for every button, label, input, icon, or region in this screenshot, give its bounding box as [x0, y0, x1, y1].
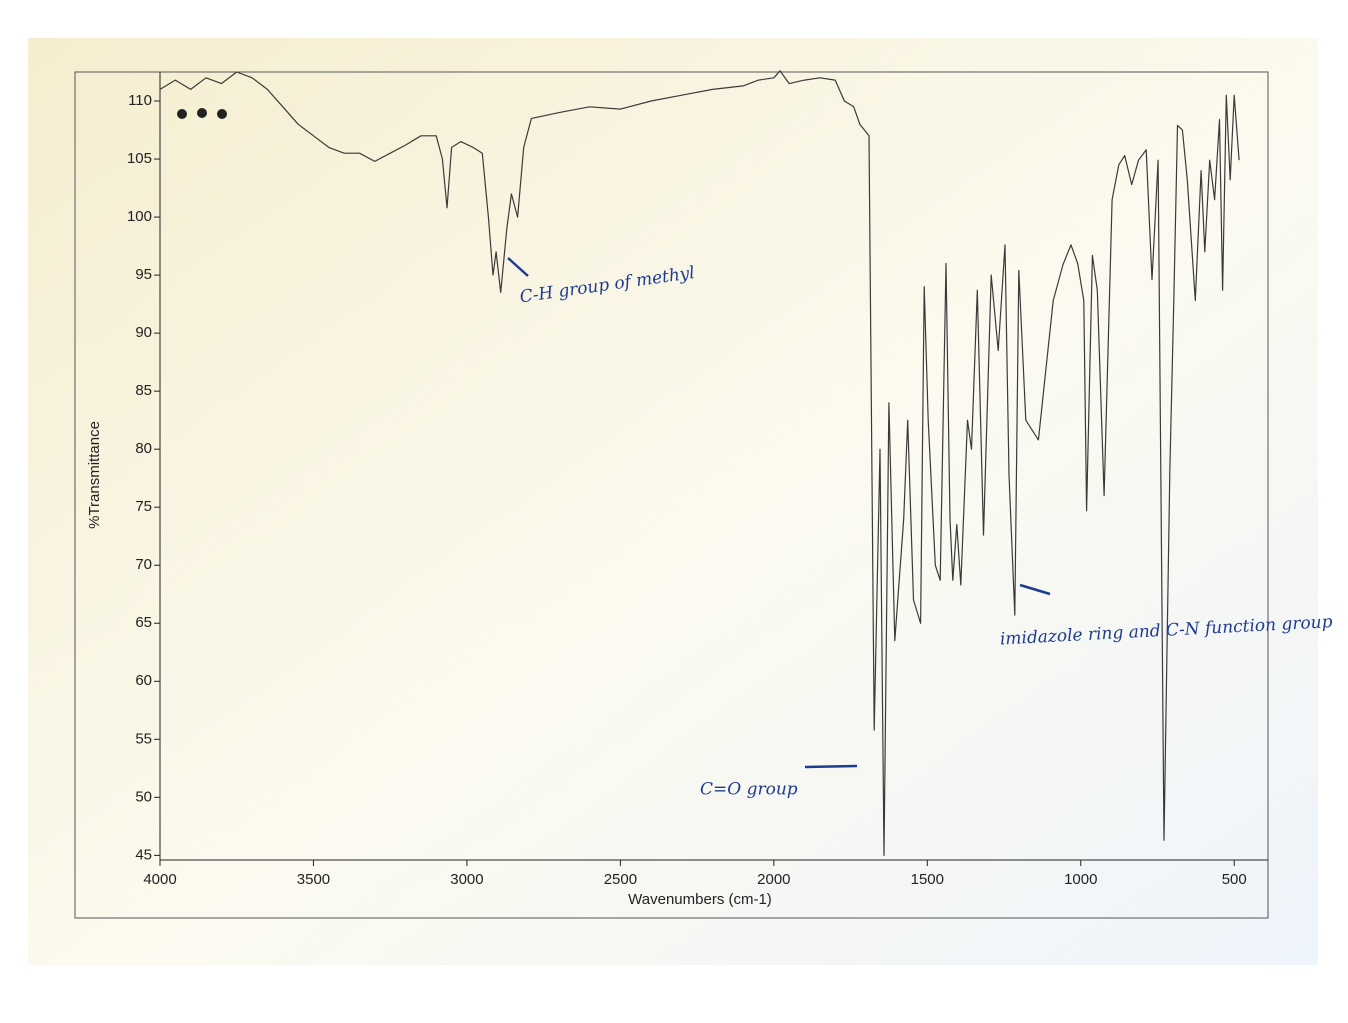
y-tick-label: 80	[135, 440, 152, 457]
x-tick-label: 1500	[911, 871, 944, 888]
y-tick-label: 50	[135, 788, 152, 805]
paper	[28, 38, 1318, 965]
dot	[197, 108, 207, 118]
x-tick-label: 1000	[1064, 871, 1097, 888]
y-tick-label: 85	[135, 382, 152, 399]
y-tick-label: 45	[135, 846, 152, 863]
y-tick-label: 90	[135, 324, 152, 341]
x-axis-label: Wavenumbers (cm-1)	[628, 891, 772, 908]
spectrum-line	[159, 70, 1240, 856]
x-tick-label: 3000	[450, 871, 483, 888]
pointer	[507, 257, 529, 277]
y-tick-label: 65	[135, 614, 152, 631]
annotation: C=O group	[700, 780, 798, 800]
y-tick-label: 105	[127, 150, 152, 167]
x-tick-label: 2500	[604, 871, 637, 888]
y-tick-label: 60	[135, 672, 152, 689]
y-tick-label: 100	[127, 208, 152, 225]
y-tick-label: 110	[128, 92, 152, 109]
y-tick-label: 75	[135, 498, 152, 515]
y-axis-label: %Transmittance	[86, 421, 103, 529]
x-tick-label: 4000	[143, 871, 176, 888]
x-tick-label: 500	[1222, 871, 1247, 888]
frame	[74, 71, 1269, 919]
x-tick-label: 2000	[757, 871, 790, 888]
y-tick-label: 55	[135, 730, 152, 747]
dot	[177, 109, 187, 119]
x-tick-label: 3500	[297, 871, 330, 888]
dot	[217, 109, 227, 119]
pointer	[804, 764, 858, 769]
pointer	[1019, 583, 1051, 596]
y-tick-label: 95	[135, 266, 152, 283]
y-tick-label: 70	[135, 556, 152, 573]
